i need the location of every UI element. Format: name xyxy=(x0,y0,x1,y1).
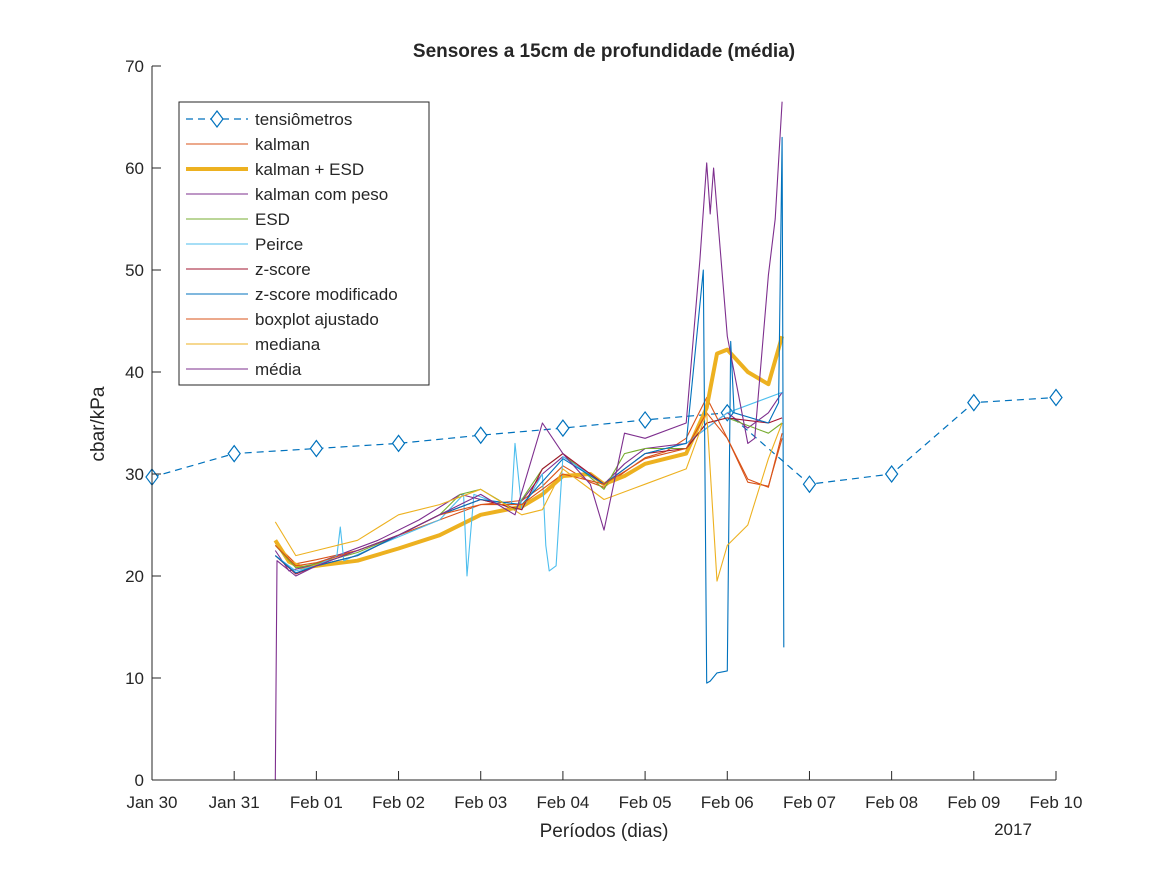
x-tick-label-3: Feb 02 xyxy=(372,793,425,812)
legend-label-4: ESD xyxy=(255,210,290,229)
series-marker-0-8 xyxy=(802,475,817,494)
x-tick-label-1: Jan 31 xyxy=(209,793,260,812)
series-marker-0-4 xyxy=(473,426,488,445)
series-marker-0-10 xyxy=(967,393,981,412)
y-tick-label-2: 20 xyxy=(125,567,144,586)
series-line-8 xyxy=(274,412,783,567)
series-line-7 xyxy=(274,136,785,684)
series-line-10 xyxy=(274,101,783,781)
x-axis-label: Períodos (dias) xyxy=(540,821,669,842)
series-marker-0-1 xyxy=(227,444,241,463)
legend-label-5: Peirce xyxy=(255,235,303,254)
x-tick-label-4: Feb 03 xyxy=(454,793,507,812)
series-marker-0-6 xyxy=(638,410,652,429)
series-marker-0-11 xyxy=(1049,388,1063,407)
x-tick-label-11: Feb 10 xyxy=(1030,793,1083,812)
legend: tensiômetros kalman kalman + ESD kalman com… xyxy=(178,101,430,386)
x-tick-label-0: Jan 30 xyxy=(126,793,177,812)
legend-marker-0 xyxy=(210,110,224,128)
legend-box xyxy=(178,101,430,386)
x-axis-year-label: 2017 xyxy=(994,820,1032,839)
x-tick-label-10: Feb 09 xyxy=(947,793,1000,812)
legend-label-0: tensiômetros xyxy=(255,110,352,129)
series-line-9 xyxy=(274,412,783,582)
series-line-2 xyxy=(273,335,785,570)
legend-label-9: mediana xyxy=(255,335,321,354)
legend-label-8: boxplot ajustado xyxy=(255,310,379,329)
x-tick-label-7: Feb 06 xyxy=(701,793,754,812)
legend-label-7: z-score modificado xyxy=(255,285,398,304)
x-tick-label-8: Feb 07 xyxy=(783,793,836,812)
y-tick-label-1: 10 xyxy=(125,669,144,688)
legend-label-3: kalman com peso xyxy=(255,185,388,204)
series-marker-0-5 xyxy=(556,419,570,438)
y-tick-label-4: 40 xyxy=(125,363,144,382)
x-tick-label-2: Feb 01 xyxy=(290,793,343,812)
series-line-0 xyxy=(151,396,1057,485)
x-tick-label-6: Feb 05 xyxy=(619,793,672,812)
y-tick-label-3: 30 xyxy=(125,465,144,484)
y-axis-label: cbar/kPa xyxy=(88,386,109,461)
y-tick-label-7: 70 xyxy=(125,57,144,76)
y-tick-label-0: 0 xyxy=(135,771,144,790)
y-tick-label-5: 50 xyxy=(125,261,144,280)
series-marker-0-2 xyxy=(309,439,324,458)
x-tick-label-5: Feb 04 xyxy=(536,793,589,812)
chart-title: Sensores a 15cm de profundidade (média) xyxy=(413,41,795,62)
series-marker-0-9 xyxy=(884,465,899,483)
legend-label-10: média xyxy=(255,360,302,379)
legend-label-6: z-score xyxy=(255,260,311,279)
legend-label-2: kalman + ESD xyxy=(255,160,364,179)
axes: Jan 30 Jan 31 Feb 01 Feb 02 Feb 03 Feb 04 Feb … xyxy=(125,57,1082,812)
series-marker-0-3 xyxy=(391,434,406,453)
x-tick-label-9: Feb 08 xyxy=(865,793,918,812)
legend-label-1: kalman xyxy=(255,135,310,154)
y-tick-label-6: 60 xyxy=(125,159,144,178)
series-layer xyxy=(145,101,1063,781)
